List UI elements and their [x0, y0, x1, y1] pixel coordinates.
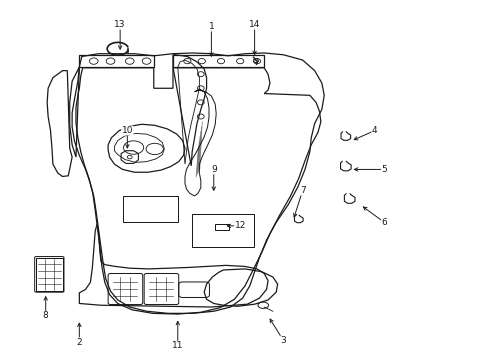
- Text: 1: 1: [209, 22, 214, 31]
- Text: 5: 5: [381, 165, 387, 174]
- Text: 9: 9: [211, 165, 217, 174]
- Text: 7: 7: [300, 186, 305, 195]
- Bar: [122, 196, 178, 222]
- Text: 10: 10: [122, 126, 133, 135]
- Text: 12: 12: [235, 221, 246, 230]
- Text: 3: 3: [281, 336, 286, 345]
- Text: 11: 11: [172, 341, 184, 350]
- Bar: [215, 224, 229, 230]
- Text: 2: 2: [76, 338, 82, 347]
- Text: 4: 4: [372, 126, 377, 135]
- Text: 14: 14: [249, 20, 260, 29]
- Text: 13: 13: [114, 20, 126, 29]
- Text: 8: 8: [43, 311, 49, 320]
- Text: 6: 6: [381, 218, 387, 227]
- Bar: [36, 258, 63, 291]
- Bar: [192, 213, 254, 247]
